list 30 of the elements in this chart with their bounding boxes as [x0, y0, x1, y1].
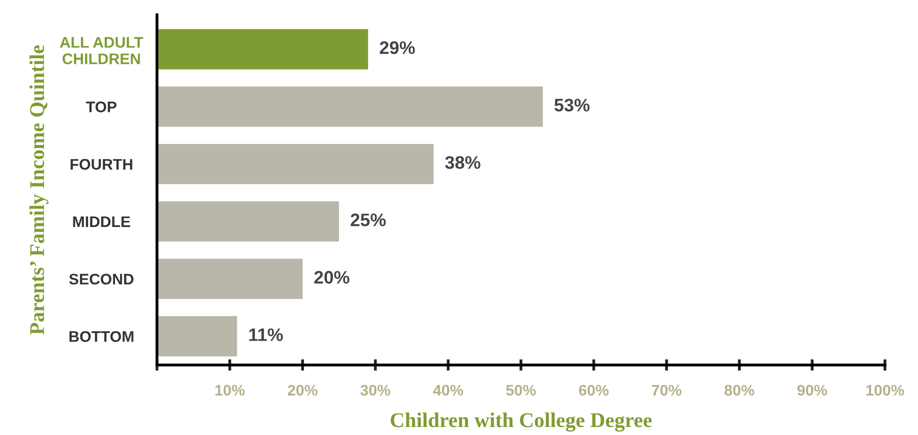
bar: [156, 29, 368, 70]
y-axis-title: Parents’ Family Income Quintile: [29, 45, 48, 335]
data-label: 53%: [554, 98, 590, 112]
x-tick-label: 20%: [288, 384, 318, 396]
bar: [156, 258, 303, 299]
y-tick-label: ALL ADULT CHILDREN: [60, 37, 144, 64]
y-tick-label: FOURTH: [70, 158, 132, 170]
data-label: 11%: [249, 328, 283, 342]
x-tick-label: 90%: [797, 384, 828, 396]
bar: [156, 86, 543, 127]
bar: [156, 201, 339, 242]
x-tick-label: 70%: [652, 384, 682, 396]
data-label: 38%: [445, 156, 480, 169]
x-tick-label: 80%: [724, 384, 754, 396]
bar: [156, 144, 434, 184]
data-label: 25%: [350, 214, 386, 226]
x-tick-label: 30%: [360, 384, 390, 396]
data-label: 20%: [314, 270, 350, 284]
bar: [156, 316, 238, 356]
y-tick-label: SECOND: [69, 274, 134, 285]
x-tick-label: 10%: [215, 384, 245, 396]
y-tick-label: TOP: [86, 102, 116, 112]
x-tick-label: 50%: [506, 384, 536, 396]
x-axis-title: Children with College Degree: [390, 412, 652, 432]
x-tick-label: 60%: [579, 384, 609, 396]
y-tick-label: BOTTOM: [69, 331, 134, 342]
x-tick-label: 100%: [866, 384, 904, 396]
y-tick-label: MIDDLE: [73, 216, 130, 227]
data-label: 29%: [380, 41, 415, 54]
x-tick-label: 40%: [433, 384, 464, 396]
